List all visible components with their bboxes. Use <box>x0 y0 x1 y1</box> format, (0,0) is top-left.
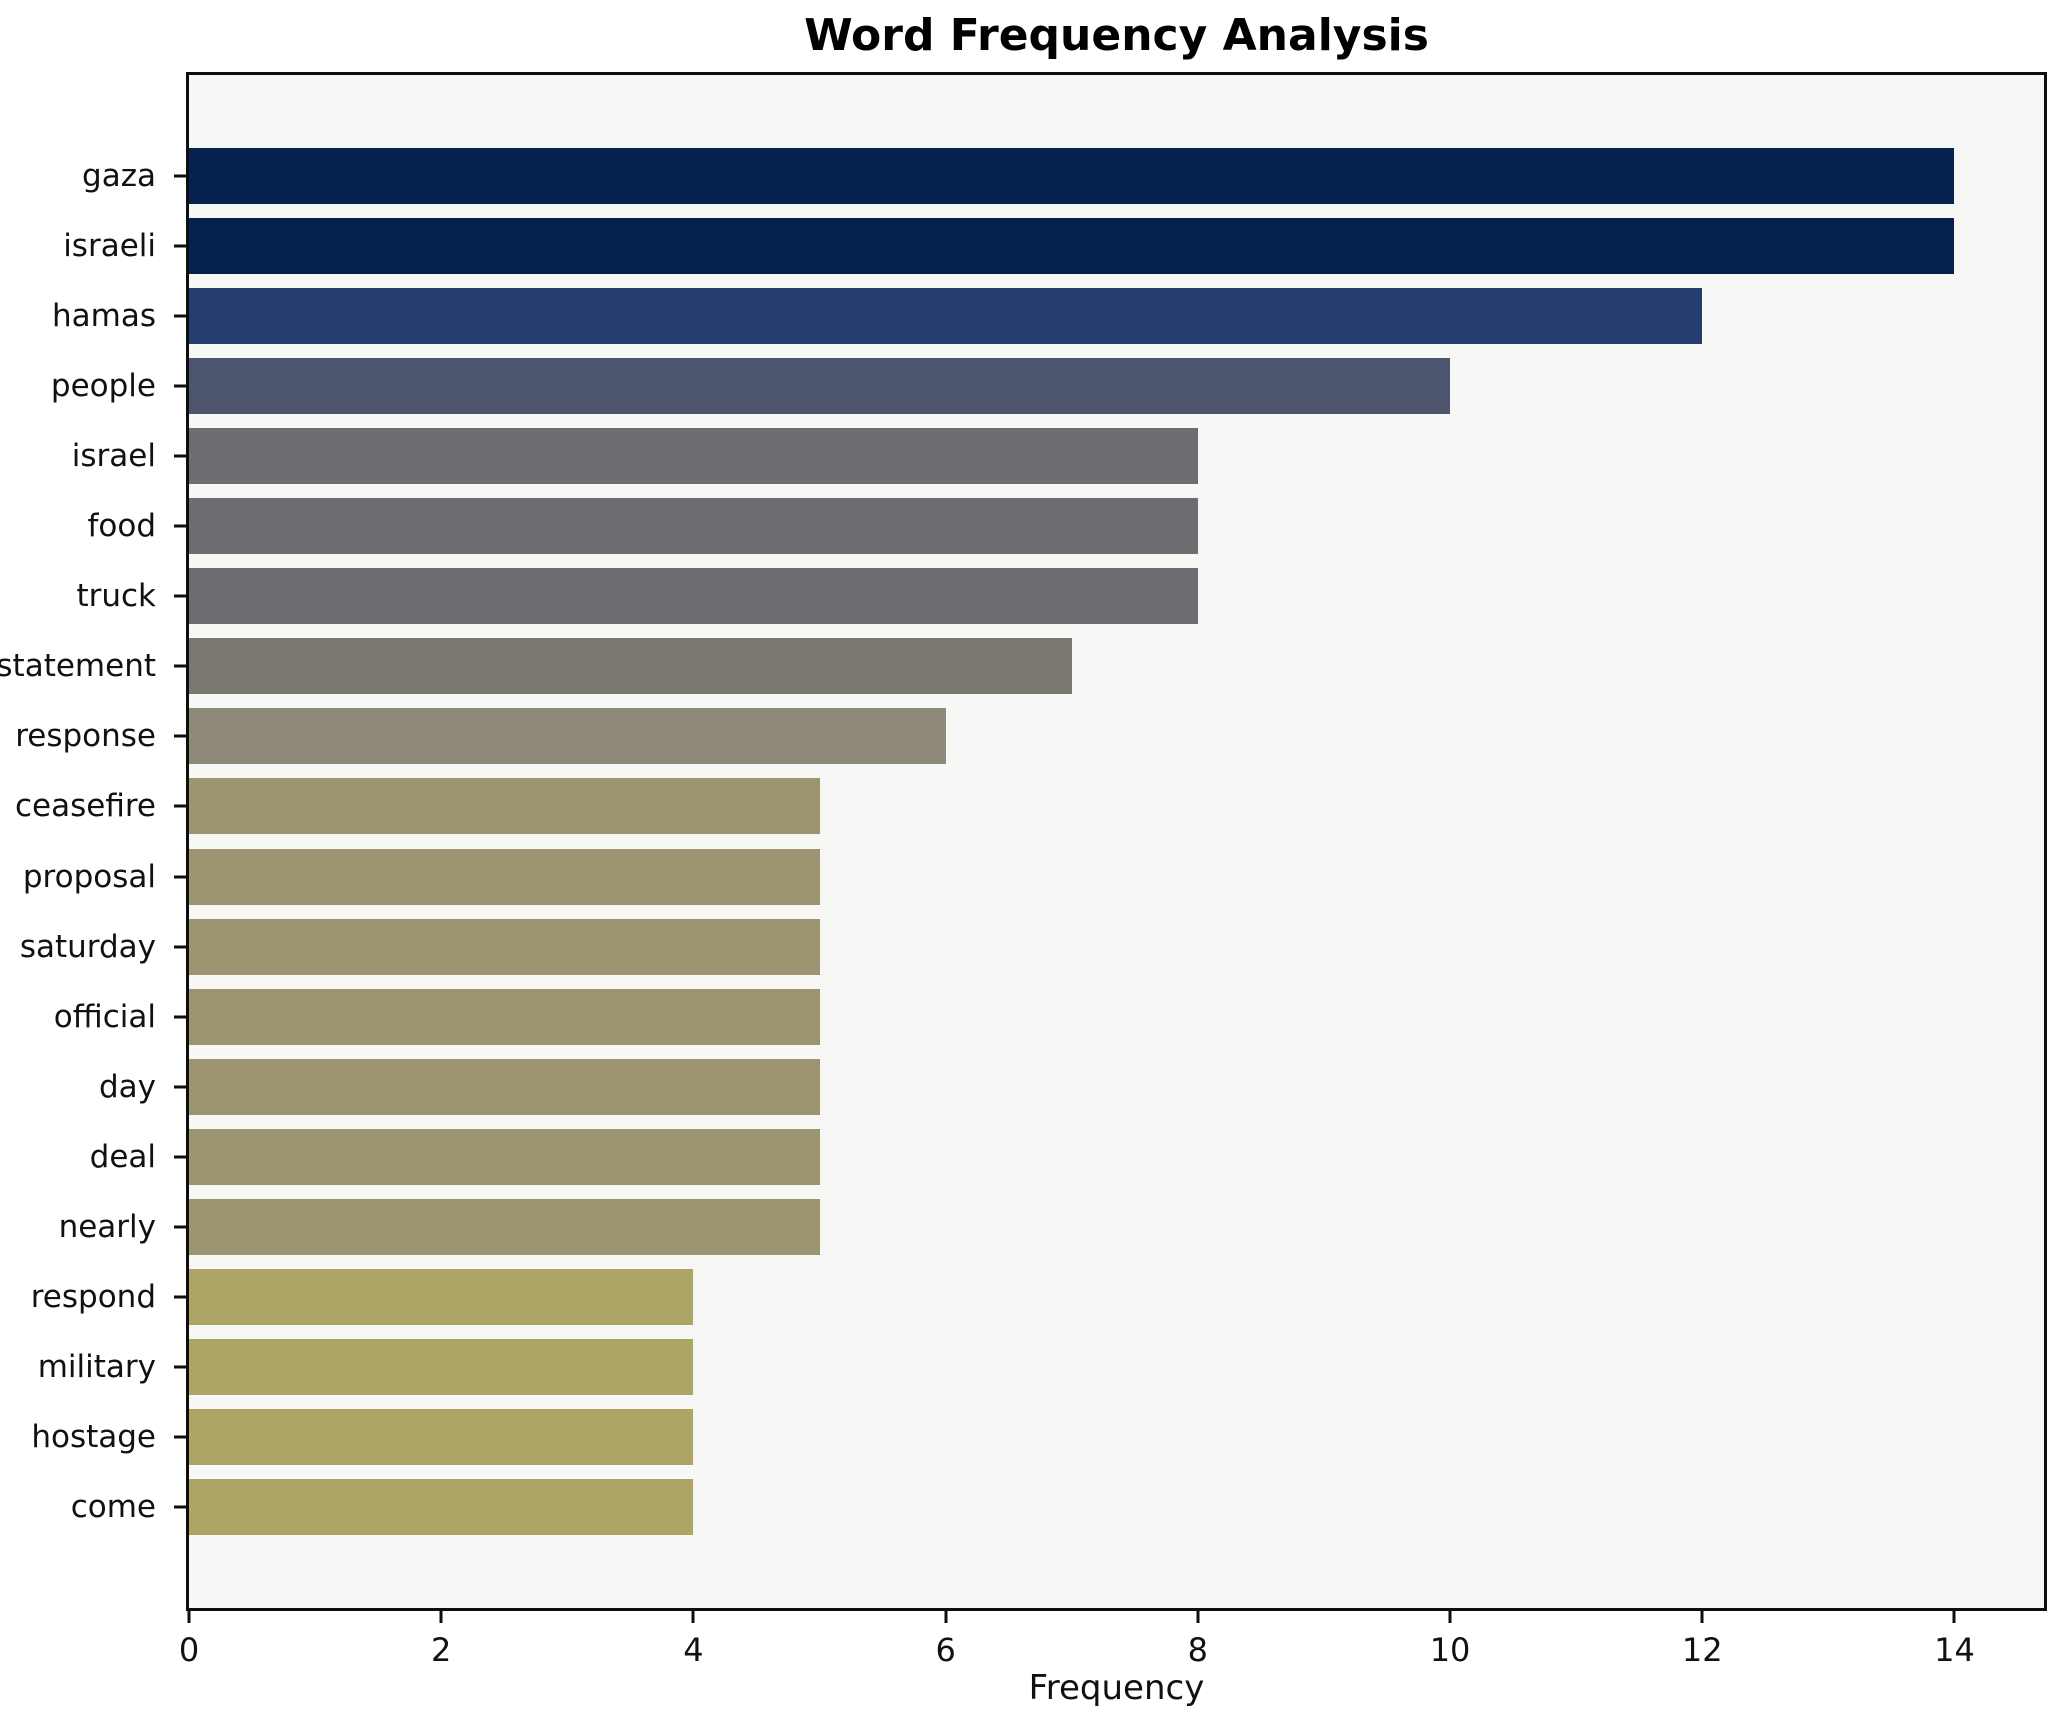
y-tick-proposal <box>174 875 186 879</box>
y-tick-truck <box>174 594 186 598</box>
x-tick-label-4: 4 <box>683 1631 704 1669</box>
bar-people <box>189 358 1451 415</box>
y-label-nearly: nearly <box>58 1208 156 1245</box>
x-tick-mark-8 <box>1196 1611 1200 1623</box>
y-label-day: day <box>98 1068 156 1105</box>
x-tick-label-8: 8 <box>1187 1631 1209 1669</box>
bar-israel <box>189 428 1198 485</box>
x-tick-mark-6 <box>944 1611 948 1623</box>
y-tick-respond <box>174 1295 186 1299</box>
y-label-israeli: israeli <box>63 228 156 265</box>
bar-official <box>189 988 820 1045</box>
y-tick-official <box>174 1015 186 1019</box>
y-tick-saturday <box>174 945 186 949</box>
y-tick-come <box>174 1505 186 1509</box>
y-tick-ceasefire <box>174 804 186 808</box>
chart-title: Word Frequency Analysis <box>804 10 1429 61</box>
bar-response <box>189 708 946 765</box>
bar-hostage <box>189 1408 694 1465</box>
y-label-gaza: gaza <box>82 158 156 195</box>
bar-respond <box>189 1268 694 1325</box>
bar-come <box>189 1478 694 1535</box>
y-label-truck: truck <box>76 578 156 615</box>
x-tick-mark-10 <box>1448 1611 1452 1623</box>
y-axis: gaza israeli hamas people israel food truck sta… <box>0 72 186 1611</box>
y-label-respond: respond <box>30 1278 156 1315</box>
y-label-proposal: proposal <box>22 858 156 895</box>
y-tick-israeli <box>174 244 186 248</box>
y-tick-military <box>174 1365 186 1369</box>
y-label-people: people <box>50 368 156 405</box>
y-label-statement: statement <box>0 648 156 685</box>
x-tick-label-12: 12 <box>1681 1631 1723 1669</box>
y-label-response: response <box>15 718 156 755</box>
plot-area <box>186 72 2047 1611</box>
y-tick-nearly <box>174 1225 186 1229</box>
y-label-israel: israel <box>71 438 156 475</box>
bar-day <box>189 1058 820 1115</box>
y-label-saturday: saturday <box>19 928 156 965</box>
y-tick-people <box>174 384 186 388</box>
bar-proposal <box>189 848 820 905</box>
x-tick-label-10: 10 <box>1429 1631 1471 1669</box>
y-label-ceasefire: ceasefire <box>15 788 156 825</box>
bar-deal <box>189 1128 820 1185</box>
bar-saturday <box>189 918 820 975</box>
y-label-military: military <box>37 1348 156 1385</box>
y-tick-food <box>174 524 186 528</box>
x-tick-label-2: 2 <box>431 1631 452 1669</box>
y-tick-gaza <box>174 174 186 178</box>
bar-food <box>189 498 1198 555</box>
x-tick-label-14: 14 <box>1934 1631 1975 1669</box>
bar-ceasefire <box>189 778 820 835</box>
y-tick-day <box>174 1085 186 1089</box>
y-label-food: food <box>87 508 156 545</box>
x-tick-mark-2 <box>439 1611 443 1623</box>
y-tick-hamas <box>174 314 186 318</box>
bar-israeli <box>189 218 1955 275</box>
x-tick-label-0: 0 <box>178 1631 200 1669</box>
bar-nearly <box>189 1198 820 1255</box>
y-tick-statement <box>174 664 186 668</box>
y-tick-response <box>174 734 186 738</box>
y-tick-deal <box>174 1155 186 1159</box>
x-axis-label: Frequency <box>1028 1668 1205 1708</box>
x-axis: 0 2 4 6 8 10 12 14 <box>179 1611 2044 1721</box>
y-label-official: official <box>53 998 156 1035</box>
y-tick-hostage <box>174 1435 186 1439</box>
y-label-hamas: hamas <box>52 298 156 335</box>
bar-truck <box>189 568 1198 625</box>
y-tick-israel <box>174 454 186 458</box>
x-tick-mark-4 <box>691 1611 695 1623</box>
bar-gaza <box>189 148 1955 205</box>
x-tick-mark-12 <box>1700 1611 1704 1623</box>
bar-statement <box>189 638 1072 695</box>
y-label-deal: deal <box>89 1138 156 1175</box>
y-label-come: come <box>70 1488 156 1525</box>
bars-container <box>189 75 2044 1608</box>
bar-hamas <box>189 288 1703 345</box>
y-label-hostage: hostage <box>31 1418 156 1455</box>
x-tick-mark-0 <box>187 1611 191 1623</box>
x-tick-label-6: 6 <box>935 1631 956 1669</box>
bar-military <box>189 1338 694 1395</box>
x-tick-mark-14 <box>1952 1611 1956 1623</box>
